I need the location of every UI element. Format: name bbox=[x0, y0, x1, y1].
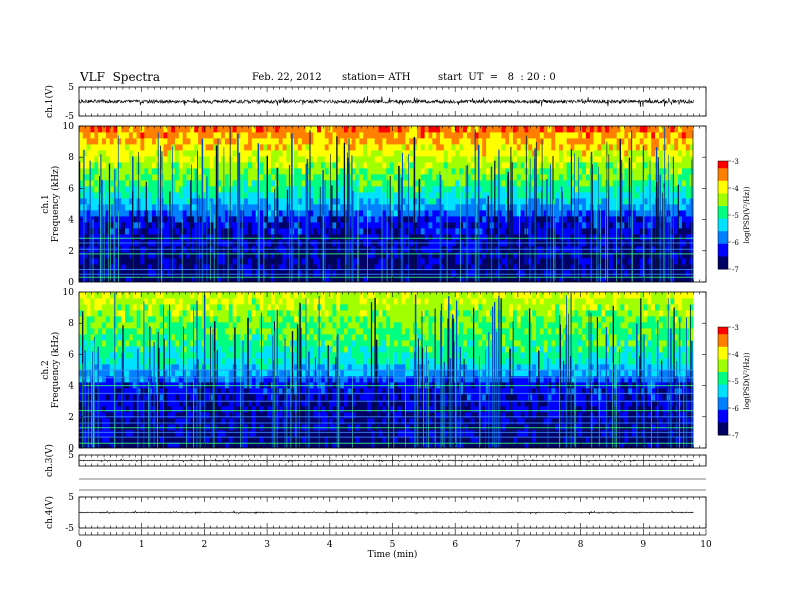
ch2-spectrogram-ytick-2: 4 bbox=[68, 382, 74, 392]
ch1-spectrogram-ytick-4: 8 bbox=[68, 153, 74, 163]
colorbar-2-tick-2: -5 bbox=[732, 378, 739, 386]
ch2-spectrogram-ytick-5: 10 bbox=[63, 288, 75, 298]
ch2-spectrogram-channel-label: ch.2 bbox=[41, 360, 51, 379]
ch3-waveform-ytick-0: 5 bbox=[68, 451, 74, 461]
ch3-waveform-trace bbox=[78, 458, 694, 463]
colorbar-2-tick-1: -4 bbox=[732, 351, 739, 359]
ch1-waveform-ytick-0: 5 bbox=[68, 83, 74, 93]
time-tick-9: 9 bbox=[640, 540, 646, 550]
time-axis-label: Time (min) bbox=[368, 549, 418, 560]
ch2-spectrogram-ylabel: Frequency (kHz) bbox=[50, 332, 61, 409]
ch2-spectrogram-ytick-0: 0 bbox=[68, 444, 74, 454]
date-label: Feb. 22, 2012 bbox=[252, 72, 322, 83]
ch1-spectrogram-ytick-5: 10 bbox=[63, 122, 75, 132]
chart-title: VLF Spectra bbox=[80, 70, 161, 84]
time-tick-5: 5 bbox=[390, 540, 396, 550]
ch1-waveform-trace bbox=[78, 95, 694, 108]
colorbar-1-tick-2: -5 bbox=[732, 212, 739, 220]
ch4-waveform-ytick-0: 5 bbox=[68, 493, 74, 503]
time-tick-2: 2 bbox=[202, 540, 208, 550]
colorbar-2-label: log(PSD(V²/Hz)) bbox=[743, 352, 751, 409]
ch1-spectrogram-ylabel: Frequency (kHz) bbox=[50, 166, 61, 243]
ch1-spectrogram-ytick-2: 4 bbox=[68, 216, 74, 226]
ch4-waveform-trace bbox=[78, 510, 694, 515]
ch1-spectrogram-ytick-0: 0 bbox=[68, 278, 74, 288]
time-tick-10: 10 bbox=[700, 540, 712, 550]
ch1-waveform-ytick-1: -5 bbox=[65, 112, 74, 122]
time-tick-4: 4 bbox=[327, 540, 333, 550]
time-tick-6: 6 bbox=[452, 540, 458, 550]
time-tick-3: 3 bbox=[264, 540, 270, 550]
start-time-label: start UT = 8 : 20 : 0 bbox=[438, 72, 556, 83]
ch1-spectrogram-channel-label: ch.1 bbox=[41, 194, 51, 213]
ch1-spectrogram-ytick-1: 2 bbox=[68, 247, 74, 257]
colorbar-1-tick-1: -4 bbox=[732, 185, 739, 193]
colorbar-1-tick-4: -7 bbox=[732, 266, 739, 274]
colorbar-2-tick-4: -7 bbox=[732, 432, 739, 440]
station-label: station= ATH bbox=[342, 72, 411, 83]
ch1-spectrogram-ytick-3: 6 bbox=[68, 184, 74, 194]
ch1-spectrogram-heatmap bbox=[79, 126, 706, 282]
ch2-spectrogram-ytick-1: 2 bbox=[68, 413, 74, 423]
colorbar-1-tick-0: -3 bbox=[732, 158, 739, 166]
ch4-waveform-ylabel: ch.4(V) bbox=[44, 496, 55, 529]
ch2-spectrogram-ytick-3: 6 bbox=[68, 350, 74, 360]
ch4-waveform-ytick-1: -5 bbox=[65, 524, 74, 534]
ch3-waveform-ylabel: ch.3(V) bbox=[44, 444, 55, 477]
time-tick-8: 8 bbox=[578, 540, 584, 550]
colorbar-2-tick-3: -6 bbox=[732, 405, 739, 413]
colorbar-2-tick-0: -3 bbox=[732, 324, 739, 332]
time-tick-7: 7 bbox=[515, 540, 521, 550]
ch1-waveform-ylabel: ch.1(V) bbox=[44, 85, 55, 118]
colorbar-1-label: log(PSD(V²/Hz)) bbox=[743, 186, 751, 243]
colorbar-1-tick-3: -6 bbox=[732, 239, 739, 247]
time-tick-0: 0 bbox=[76, 540, 82, 550]
time-tick-1: 1 bbox=[139, 540, 145, 550]
ch2-spectrogram-ytick-4: 8 bbox=[68, 319, 74, 329]
ch2-spectrogram-heatmap bbox=[79, 292, 706, 448]
